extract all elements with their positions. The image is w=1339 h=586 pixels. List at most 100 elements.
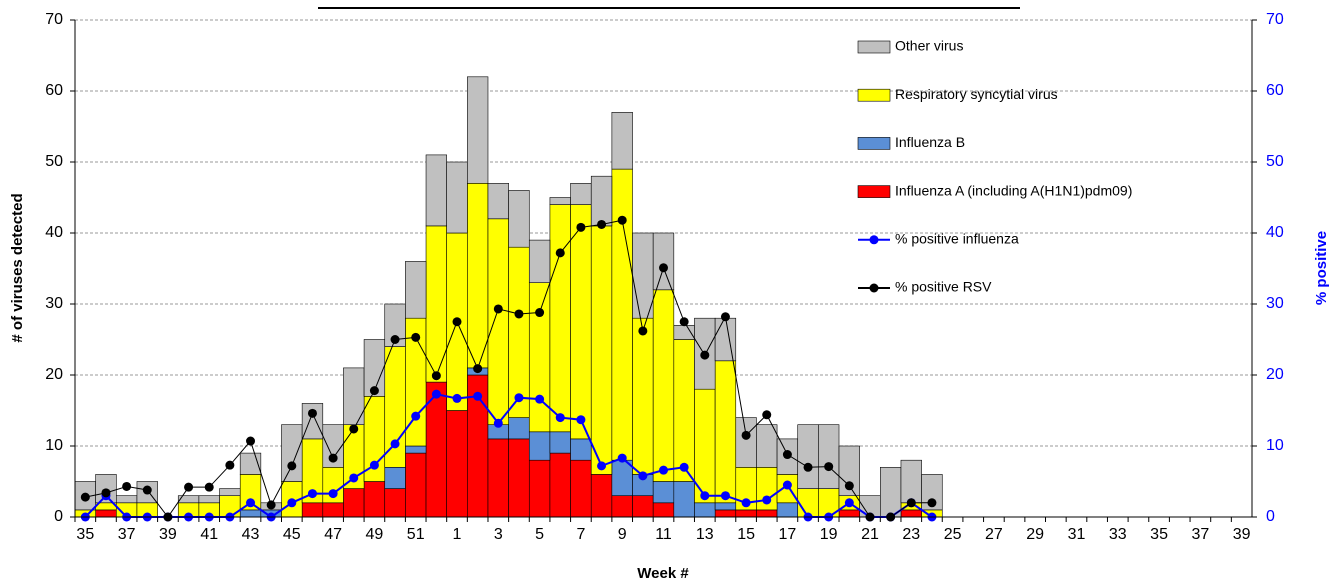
bar-segment bbox=[900, 459, 922, 504]
bar-segment bbox=[590, 474, 613, 518]
line-marker bbox=[535, 308, 545, 318]
bar-segment bbox=[363, 481, 386, 518]
x-tick-label: 27 bbox=[985, 526, 1003, 543]
y2-tick-label: 20 bbox=[1266, 366, 1284, 383]
line-marker bbox=[514, 309, 524, 319]
y2-tick-label: 50 bbox=[1266, 153, 1284, 170]
line-marker bbox=[720, 312, 730, 322]
x-tick-label: 43 bbox=[242, 526, 260, 543]
bar-segment bbox=[384, 346, 406, 468]
x-tick-label: 45 bbox=[283, 526, 301, 543]
line-marker bbox=[762, 410, 772, 420]
bar-segment bbox=[673, 481, 695, 518]
x-tick-label: 23 bbox=[902, 526, 920, 543]
line-marker bbox=[431, 371, 441, 381]
x-tick-label: 47 bbox=[324, 526, 342, 543]
y-tick-label: 70 bbox=[45, 11, 63, 28]
bar-segment bbox=[838, 509, 860, 518]
line-marker bbox=[906, 498, 916, 508]
line-marker bbox=[638, 326, 648, 336]
legend-label: % positive RSV bbox=[895, 279, 992, 295]
y-tick-label: 40 bbox=[45, 224, 63, 241]
line-marker bbox=[576, 222, 586, 232]
bar-segment bbox=[467, 76, 489, 184]
bar-segment bbox=[652, 232, 675, 291]
line-marker bbox=[659, 465, 668, 475]
line-marker bbox=[782, 450, 792, 460]
bar-segment bbox=[405, 261, 427, 319]
legend-label: Influenza A (including A(H1N1)pdm09) bbox=[895, 182, 1132, 198]
bar-segment bbox=[95, 509, 117, 518]
bar-segment bbox=[590, 225, 613, 475]
x-tick-label: 37 bbox=[1191, 526, 1209, 543]
line-marker bbox=[844, 481, 854, 491]
legend-label: Respiratory syncytial virus bbox=[895, 86, 1058, 102]
y-tick-label: 20 bbox=[45, 366, 63, 383]
legend-swatch bbox=[857, 40, 891, 54]
line-marker bbox=[741, 430, 751, 440]
bar-segment bbox=[673, 339, 695, 482]
line-marker bbox=[122, 481, 132, 491]
bar-segment bbox=[652, 289, 675, 482]
bar-segment bbox=[549, 204, 571, 433]
bar-segment bbox=[528, 239, 551, 284]
bar-segment bbox=[487, 218, 509, 425]
bar-segment bbox=[652, 481, 675, 504]
legend-label: Other virus bbox=[895, 38, 963, 54]
line-marker bbox=[720, 491, 730, 501]
bar-segment bbox=[900, 509, 922, 518]
x-tick-label: 9 bbox=[618, 526, 627, 543]
bar-segment bbox=[714, 360, 737, 504]
line-marker bbox=[927, 498, 937, 508]
line-marker bbox=[824, 462, 834, 472]
line-marker bbox=[473, 364, 483, 374]
line-marker bbox=[700, 491, 710, 501]
line-marker bbox=[287, 461, 297, 471]
x-tick-label: 31 bbox=[1068, 526, 1086, 543]
bar-segment bbox=[425, 225, 447, 383]
bar-segment bbox=[632, 495, 654, 518]
line-marker bbox=[287, 498, 297, 508]
bar-segment bbox=[446, 410, 468, 518]
line-marker bbox=[349, 473, 359, 483]
legend-marker bbox=[869, 283, 879, 293]
bar-segment bbox=[776, 502, 799, 518]
line-marker bbox=[328, 453, 338, 463]
x-tick-label: 37 bbox=[118, 526, 136, 543]
bar-segment bbox=[838, 445, 860, 497]
line-marker bbox=[411, 411, 421, 421]
legend-label: Influenza B bbox=[895, 134, 965, 150]
x-tick-label: 39 bbox=[1233, 526, 1251, 543]
bar-segment bbox=[528, 431, 551, 461]
line-marker bbox=[659, 263, 668, 273]
line-marker bbox=[184, 482, 194, 492]
x-tick-label: 25 bbox=[944, 526, 962, 543]
bar-segment bbox=[570, 204, 592, 440]
line-marker bbox=[700, 350, 710, 360]
line-marker bbox=[431, 389, 441, 399]
bar-segment bbox=[115, 495, 138, 504]
line-marker bbox=[328, 489, 338, 499]
line-marker bbox=[142, 485, 152, 495]
legend-swatch bbox=[857, 185, 891, 198]
bar-segment bbox=[487, 438, 509, 518]
line-marker bbox=[493, 304, 503, 314]
bar-segment bbox=[570, 183, 592, 205]
x-axis-title: Week # bbox=[637, 565, 689, 582]
line-marker bbox=[369, 386, 379, 396]
bar-segment bbox=[363, 339, 386, 397]
bar-segment bbox=[714, 509, 737, 518]
bar-segment bbox=[590, 175, 613, 227]
line-marker bbox=[307, 489, 317, 499]
line-marker bbox=[246, 436, 256, 446]
legend-marker bbox=[869, 235, 879, 245]
bar-segment bbox=[343, 488, 365, 518]
y2-tick-label: 60 bbox=[1266, 82, 1284, 99]
y2-tick-label: 30 bbox=[1266, 295, 1284, 312]
bar-segment bbox=[446, 161, 468, 234]
x-tick-label: 21 bbox=[861, 526, 879, 543]
bar-segment bbox=[219, 488, 241, 497]
x-tick-label: 5 bbox=[535, 526, 544, 543]
line-marker bbox=[555, 413, 565, 423]
